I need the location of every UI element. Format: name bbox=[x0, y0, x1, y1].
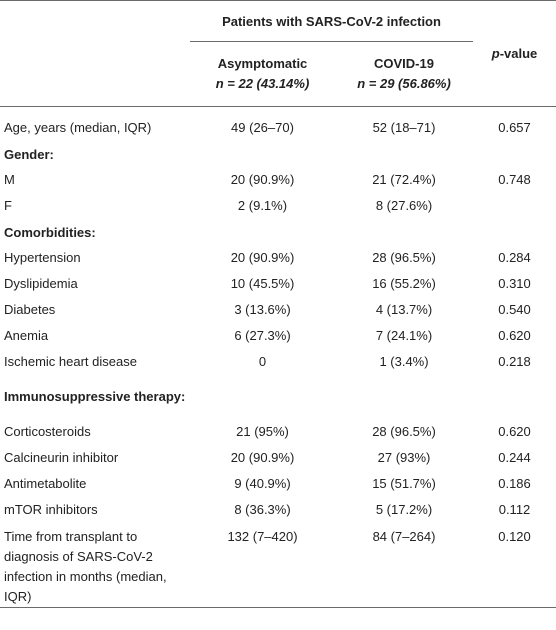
covid-value: 5 (17.2%) bbox=[375, 502, 433, 517]
table-row: Time from transplant to diagnosis of SAR… bbox=[0, 523, 556, 608]
p-value: 0.218 bbox=[498, 354, 531, 369]
p-value: 0.540 bbox=[498, 302, 531, 317]
table-row: Calcineurin inhibitor 20 (90.9%) 27 (93%… bbox=[0, 445, 556, 471]
row-label: mTOR inhibitors bbox=[4, 502, 98, 517]
asymptomatic-value: 20 (90.9%) bbox=[230, 250, 295, 265]
asymptomatic-value: 9 (40.9%) bbox=[234, 476, 291, 491]
asymptomatic-value: 3 (13.6%) bbox=[234, 302, 291, 317]
covid-value: 16 (55.2%) bbox=[372, 276, 436, 291]
p-value: 0.284 bbox=[498, 250, 531, 265]
covid-value: 84 (7–264) bbox=[335, 523, 474, 608]
row-label: Corticosteroids bbox=[4, 424, 91, 439]
p-value: 0.748 bbox=[498, 172, 531, 187]
covid-value: 27 (93%) bbox=[377, 450, 431, 465]
table-row: Anemia 6 (27.3%) 7 (24.1%) 0.620 bbox=[0, 323, 556, 349]
covid-value: 15 (51.7%) bbox=[372, 476, 436, 491]
p-value: 0.620 bbox=[498, 328, 531, 343]
covid-value: 4 (13.7%) bbox=[375, 302, 433, 317]
row-label: Time from transplant to diagnosis of SAR… bbox=[0, 523, 190, 608]
p-value bbox=[473, 193, 556, 219]
asymptomatic-value: 10 (45.5%) bbox=[230, 276, 295, 291]
covid-value: 8 (27.6%) bbox=[375, 198, 433, 213]
row-label: Hypertension bbox=[4, 250, 81, 265]
pvalue-suffix: -value bbox=[499, 46, 538, 61]
row-label: M bbox=[4, 172, 15, 187]
header-empty-cell-2 bbox=[0, 41, 190, 107]
spacer-cell bbox=[0, 107, 556, 116]
covid-value: 21 (72.4%) bbox=[372, 172, 436, 187]
header-row-sub: Asymptomatic n = 22 (43.14%) COVID-19 n = … bbox=[0, 41, 556, 107]
row-label: Ischemic heart disease bbox=[4, 354, 137, 369]
table-row: Corticosteroids 21 (95%) 28 (96.5%) 0.62… bbox=[0, 419, 556, 445]
row-label: Anemia bbox=[4, 328, 49, 343]
p-value: 0.620 bbox=[498, 424, 531, 439]
row-label: Diabetes bbox=[4, 302, 56, 317]
p-value: 0.310 bbox=[498, 276, 531, 291]
asymptomatic-value: 8 (36.3%) bbox=[234, 502, 291, 517]
table-row: Antimetabolite 9 (40.9%) 15 (51.7%) 0.18… bbox=[0, 471, 556, 497]
table-row: Diabetes 3 (13.6%) 4 (13.7%) 0.540 bbox=[0, 297, 556, 323]
row-label: F bbox=[4, 198, 12, 213]
covid-value: 1 (3.4%) bbox=[379, 354, 429, 369]
section-row: Immunosuppressive therapy: bbox=[0, 375, 556, 419]
p-value: 0.186 bbox=[498, 476, 531, 491]
asymptomatic-value: 6 (27.3%) bbox=[234, 328, 291, 343]
asymptomatic-value: 132 (7–420) bbox=[190, 523, 335, 608]
table-row: Age, years (median, IQR) 49 (26–70) 52 (… bbox=[0, 115, 556, 141]
p-value: 0.244 bbox=[498, 450, 531, 465]
covid-label: COVID-19 bbox=[374, 56, 434, 71]
covid-n: n = 29 (56.86%) bbox=[357, 76, 451, 91]
patient-characteristics-table: Patients with SARS-CoV-2 infection p-val… bbox=[0, 0, 556, 608]
asymptomatic-value: 20 (90.9%) bbox=[230, 172, 295, 187]
table-row: mTOR inhibitors 8 (36.3%) 5 (17.2%) 0.11… bbox=[0, 497, 556, 523]
p-value: 0.120 bbox=[473, 523, 556, 608]
table-row: Ischemic heart disease 0 1 (3.4%) 0.218 bbox=[0, 349, 556, 375]
spacer-row bbox=[0, 107, 556, 116]
table-row: F 2 (9.1%) 8 (27.6%) bbox=[0, 193, 556, 219]
table-row: Hypertension 20 (90.9%) 28 (96.5%) 0.284 bbox=[0, 245, 556, 271]
p-value: 0.657 bbox=[498, 120, 531, 135]
section-empty-cell bbox=[190, 375, 556, 419]
section-row: Gender: bbox=[0, 141, 556, 167]
asymptomatic-header: Asymptomatic n = 22 (43.14%) bbox=[190, 41, 335, 107]
table-row: Dyslipidemia 10 (45.5%) 16 (55.2%) 0.310 bbox=[0, 271, 556, 297]
asymptomatic-value: 0 bbox=[258, 354, 267, 369]
p-value: 0.112 bbox=[498, 502, 531, 517]
section-row: Comorbidities: bbox=[0, 219, 556, 245]
table-row: M 20 (90.9%) 21 (72.4%) 0.748 bbox=[0, 167, 556, 193]
covid-value: 28 (96.5%) bbox=[372, 424, 436, 439]
covid-value: 28 (96.5%) bbox=[372, 250, 436, 265]
header-row-top: Patients with SARS-CoV-2 infection p-val… bbox=[0, 0, 556, 107]
header-empty-cell bbox=[0, 0, 190, 42]
asymptomatic-n: n = 22 (43.14%) bbox=[215, 76, 310, 91]
section-header-immunosuppressive: Immunosuppressive therapy: bbox=[4, 389, 186, 404]
covid-value: 52 (18–71) bbox=[372, 120, 436, 135]
section-header-gender: Gender: bbox=[4, 146, 54, 162]
row-label: Age, years (median, IQR) bbox=[4, 120, 152, 135]
row-label: Antimetabolite bbox=[4, 476, 87, 491]
asymptomatic-label: Asymptomatic bbox=[217, 56, 308, 71]
asymptomatic-value: 49 (26–70) bbox=[231, 120, 294, 135]
pvalue-italic-p: p bbox=[491, 46, 500, 61]
asymptomatic-value: 20 (90.9%) bbox=[230, 450, 295, 465]
row-label: Dyslipidemia bbox=[4, 276, 78, 291]
pvalue-header: p-value bbox=[473, 0, 556, 107]
section-header-comorbidities: Comorbidities: bbox=[4, 224, 96, 240]
covid-header: COVID-19 n = 29 (56.86%) bbox=[335, 41, 474, 107]
covid-value: 7 (24.1%) bbox=[375, 328, 433, 343]
asymptomatic-value: 2 (9.1%) bbox=[237, 198, 288, 213]
row-label: Calcineurin inhibitor bbox=[4, 450, 119, 465]
asymptomatic-value: 21 (95%) bbox=[236, 424, 289, 439]
group-header: Patients with SARS-CoV-2 infection bbox=[190, 0, 474, 42]
